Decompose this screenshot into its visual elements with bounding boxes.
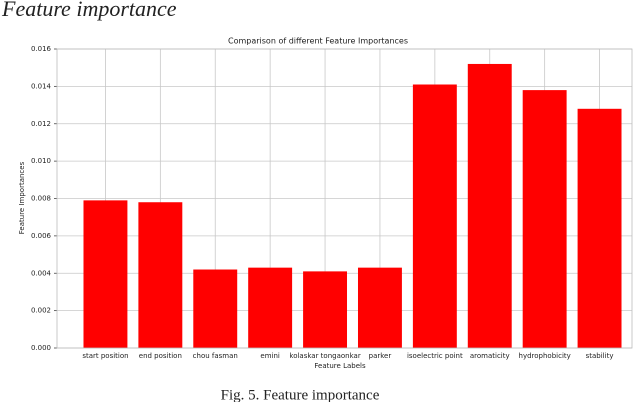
caption: Fig. 5. Feature importance (221, 387, 380, 402)
y-tick-label: 0.000 (31, 344, 51, 352)
y-tick-label: 0.008 (31, 195, 51, 203)
bar (303, 271, 348, 348)
bar (357, 267, 402, 348)
x-tick-label: emini (260, 352, 280, 360)
x-tick-label: kolaskar tongaonkar (289, 352, 360, 360)
bar (83, 200, 128, 348)
bar (412, 84, 457, 348)
bar (577, 108, 622, 348)
x-tick-label: stability (586, 352, 614, 360)
bar (193, 269, 238, 348)
bar (248, 267, 293, 348)
y-axis-label: Feature Importances (18, 161, 26, 234)
x-tick-label: start position (82, 352, 128, 360)
bar (467, 63, 512, 348)
x-tick-label: end position (139, 352, 182, 360)
chart-title: Comparison of different Feature Importan… (228, 37, 408, 46)
y-tick-label: 0.012 (31, 120, 51, 128)
y-tick-label: 0.002 (31, 307, 51, 315)
x-tick-label: aromaticity (470, 352, 510, 360)
x-tick-label: parker (369, 352, 392, 360)
bar (138, 202, 183, 348)
y-tick-label: 0.004 (31, 269, 52, 277)
x-axis-label: Feature Labels (314, 362, 366, 370)
heading: Feature importance (1, 0, 177, 21)
bar (522, 90, 567, 349)
y-tick-label: 0.006 (31, 232, 52, 240)
y-tick-label: 0.016 (31, 45, 52, 53)
x-tick-label: chou fasman (193, 352, 238, 360)
x-tick-label: hydrophobicity (519, 352, 571, 360)
plot-frame (56, 48, 633, 349)
x-tick-label: isoelectric point (407, 352, 463, 360)
y-tick-label: 0.014 (31, 82, 52, 90)
y-tick-label: 0.010 (31, 157, 51, 165)
